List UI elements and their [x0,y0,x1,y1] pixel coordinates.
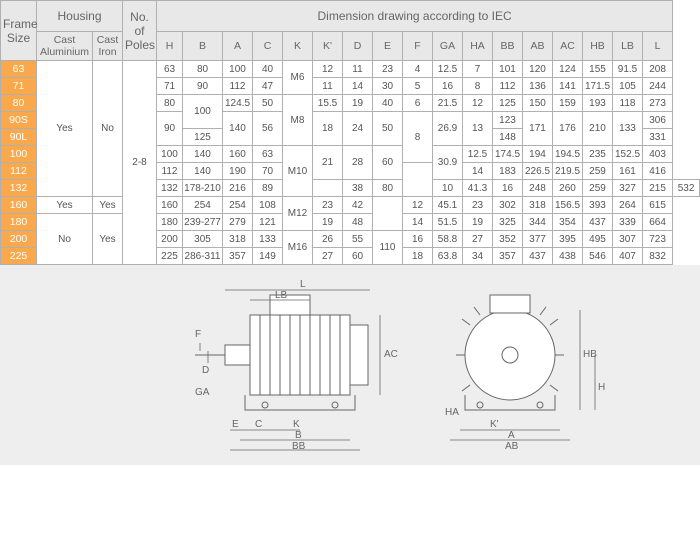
dim-label: BB [292,441,306,452]
col-Kp: K' [313,32,343,61]
col-A: A [223,32,253,61]
dim-label: E [232,419,239,430]
cell-aluminium: Yes [37,197,93,214]
frame-label: 112 [1,163,37,180]
dim-label: AB [505,441,519,452]
col-F: F [403,32,433,61]
page: Frame Size Housing No. of Poles Dimensio… [0,0,700,465]
cell-aluminium: Yes [37,61,93,197]
cell-aluminium: No [37,214,93,265]
hdr-frame-size: Frame Size [1,1,37,61]
col-B: B [183,32,223,61]
col-H: H [157,32,183,61]
frame-label: 160 [1,197,37,214]
dim-label: H [598,382,605,393]
spec-table: Frame Size Housing No. of Poles Dimensio… [0,0,700,265]
dimension-diagram: F D GA E C LB L K B BB AC HA H HB K' A A… [0,265,700,465]
dim-label: A [508,430,515,441]
cell-iron: Yes [93,214,123,265]
dim-label: K [293,419,300,430]
col-HB: HB [583,32,613,61]
hdr-aluminium: Cast Aluminium [37,32,93,61]
col-E: E [373,32,403,61]
table-row: 63 Yes No 2-8 638010040 M6 1211234 12.57… [1,61,700,78]
cell-iron: No [93,61,123,197]
frame-label: 200 [1,231,37,248]
frame-label: 71 [1,78,37,95]
col-C: C [253,32,283,61]
hdr-dim-title: Dimension drawing according to IEC [157,1,673,32]
table-row: 180 No Yes 180239-277279121 19481451.5 1… [1,214,700,231]
hdr-iron: Cast Iron [93,32,123,61]
dim-label: D [202,365,209,376]
dim-label: HB [583,349,597,360]
col-GA: GA [433,32,463,61]
cell-K: M16 [283,231,313,265]
cell-K: M6 [283,61,313,95]
col-K: K [283,32,313,61]
col-AC: AC [553,32,583,61]
dim-label: HA [445,407,459,418]
frame-label: 90S [1,112,37,129]
col-HA: HA [463,32,493,61]
frame-label: 225 [1,248,37,265]
cell-poles: 2-8 [123,61,157,265]
cell-K: M8 [283,95,313,146]
hdr-poles: No. of Poles [123,1,157,61]
frame-label: 132 [1,180,37,197]
table-row: 160 Yes Yes 160254254108 M12 2342 1245.1… [1,197,700,214]
frame-label: 100 [1,146,37,163]
dim-label: LB [275,290,288,301]
cell-iron: Yes [93,197,123,214]
cell-K: M10 [283,146,313,197]
dim-label: AC [384,349,398,360]
col-D: D [343,32,373,61]
dim-label: K' [490,419,499,430]
frame-label: 63 [1,61,37,78]
dim-label: B [295,430,302,441]
cell-K: M12 [283,197,313,231]
dim-label: GA [195,387,210,398]
dim-label: C [255,419,262,430]
col-BB: BB [493,32,523,61]
col-LB: LB [613,32,643,61]
frame-label: 180 [1,214,37,231]
frame-label: 80 [1,95,37,112]
dim-label: L [300,279,306,290]
col-L: L [643,32,673,61]
frame-label: 90L [1,129,37,146]
hdr-housing: Housing [37,1,123,32]
dim-label: F [195,329,201,340]
col-AB: AB [523,32,553,61]
